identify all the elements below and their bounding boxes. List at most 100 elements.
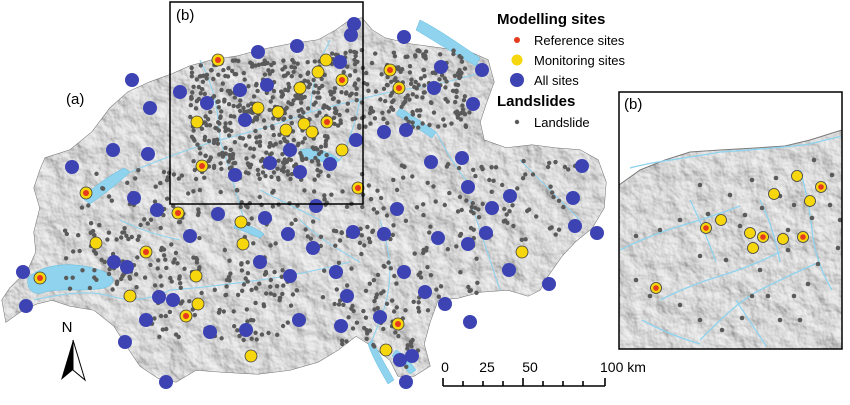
landslide-point xyxy=(473,173,478,179)
landslide-point xyxy=(553,159,558,165)
landslide-point xyxy=(164,265,169,271)
landslide-point xyxy=(325,134,330,139)
landslide-point xyxy=(194,99,199,104)
landslide-point xyxy=(232,140,238,145)
landslide-point xyxy=(268,284,273,289)
landslide-point xyxy=(345,64,350,69)
landslide-point xyxy=(87,285,93,291)
landslide-point xyxy=(381,326,386,332)
landslide-point xyxy=(805,281,811,287)
landslide-point xyxy=(304,156,309,161)
landslide-point xyxy=(218,115,223,121)
landslide-point xyxy=(384,213,390,218)
landslide-point xyxy=(189,74,194,79)
legend-modelling-title: Modelling sites xyxy=(497,11,605,28)
landslide-point xyxy=(192,312,197,318)
landslide-point xyxy=(158,180,163,186)
landslide-point xyxy=(811,157,817,163)
landslide-point xyxy=(311,219,316,224)
landslide-point xyxy=(421,212,426,218)
landslide-point xyxy=(308,236,314,241)
site-monitoring xyxy=(279,123,293,137)
landslide-point xyxy=(352,57,357,62)
inset-panel-label: (b) xyxy=(624,96,642,113)
landslide-point xyxy=(331,115,337,121)
site-all xyxy=(466,97,480,111)
site-all xyxy=(455,151,469,165)
landslide-point xyxy=(271,132,276,138)
landslide-point xyxy=(273,241,278,246)
landslide-point xyxy=(341,69,346,75)
landslide-point xyxy=(262,125,268,130)
landslide-point xyxy=(176,220,182,225)
landslide-point xyxy=(415,108,420,113)
landslide-point xyxy=(389,105,394,110)
landslide-point xyxy=(422,74,427,79)
landslide-point xyxy=(330,96,336,102)
landslide-point xyxy=(470,201,475,206)
site-monitoring xyxy=(293,81,307,95)
landslide-point xyxy=(336,99,341,104)
landslide-point xyxy=(206,117,211,122)
landslide-point xyxy=(275,332,280,337)
landslide-point xyxy=(313,83,318,88)
landslide-point xyxy=(138,222,143,228)
landslide-point xyxy=(268,99,273,104)
landslide-point xyxy=(133,176,138,181)
landslide-point xyxy=(368,105,374,111)
site-monitoring xyxy=(715,214,727,226)
landslide-point xyxy=(270,95,275,100)
landslide-point xyxy=(204,72,210,78)
legend-landslide-label: Landslide xyxy=(534,115,590,130)
landslide-point xyxy=(145,221,150,226)
landslide-point xyxy=(280,152,285,157)
landslide-point xyxy=(263,269,269,275)
landslide-point xyxy=(386,260,391,265)
landslide-point xyxy=(777,317,783,323)
landslide-point xyxy=(322,268,327,273)
landslide-point xyxy=(136,168,141,173)
landslide-point xyxy=(244,307,249,312)
landslide-point xyxy=(64,231,70,237)
landslide-point xyxy=(265,60,270,66)
landslide-point xyxy=(270,204,275,209)
site-all xyxy=(293,165,307,179)
landslide-point xyxy=(385,83,390,88)
landslide-point xyxy=(452,73,458,79)
landslide-point xyxy=(354,320,360,325)
landslide-point xyxy=(243,276,248,281)
site-all xyxy=(228,168,242,182)
landslide-point xyxy=(211,140,217,146)
landslide-point xyxy=(314,113,320,118)
landslide-point xyxy=(411,299,416,304)
site-all xyxy=(438,297,452,311)
landslide-point xyxy=(351,308,356,314)
landslide-point xyxy=(548,184,553,189)
landslide-point xyxy=(381,206,386,211)
lake-geneva xyxy=(27,264,114,294)
landslide-point xyxy=(211,94,217,99)
landslide-point xyxy=(319,149,324,155)
landslide-point xyxy=(239,262,244,267)
landslide-point xyxy=(390,99,395,105)
scale-tick-0: 0 xyxy=(441,359,449,375)
landslide-point xyxy=(365,82,370,87)
site-all xyxy=(393,353,407,367)
landslide-point xyxy=(228,113,234,119)
landslide-point xyxy=(281,169,286,174)
landslide-point xyxy=(289,221,294,226)
landslide-point xyxy=(829,172,835,178)
landslide-point xyxy=(285,320,290,325)
landslide-point xyxy=(462,111,467,116)
landslide-point xyxy=(363,124,368,129)
landslide-point xyxy=(326,173,331,179)
landslide-point xyxy=(268,243,273,248)
landslide-point xyxy=(276,158,281,163)
landslide-point xyxy=(198,74,204,79)
landslide-point xyxy=(765,293,771,299)
landslide-point xyxy=(268,277,274,283)
landslide-point xyxy=(463,123,468,128)
landslide-point xyxy=(227,152,232,158)
landslide-point xyxy=(489,165,494,170)
site-all xyxy=(251,45,265,59)
